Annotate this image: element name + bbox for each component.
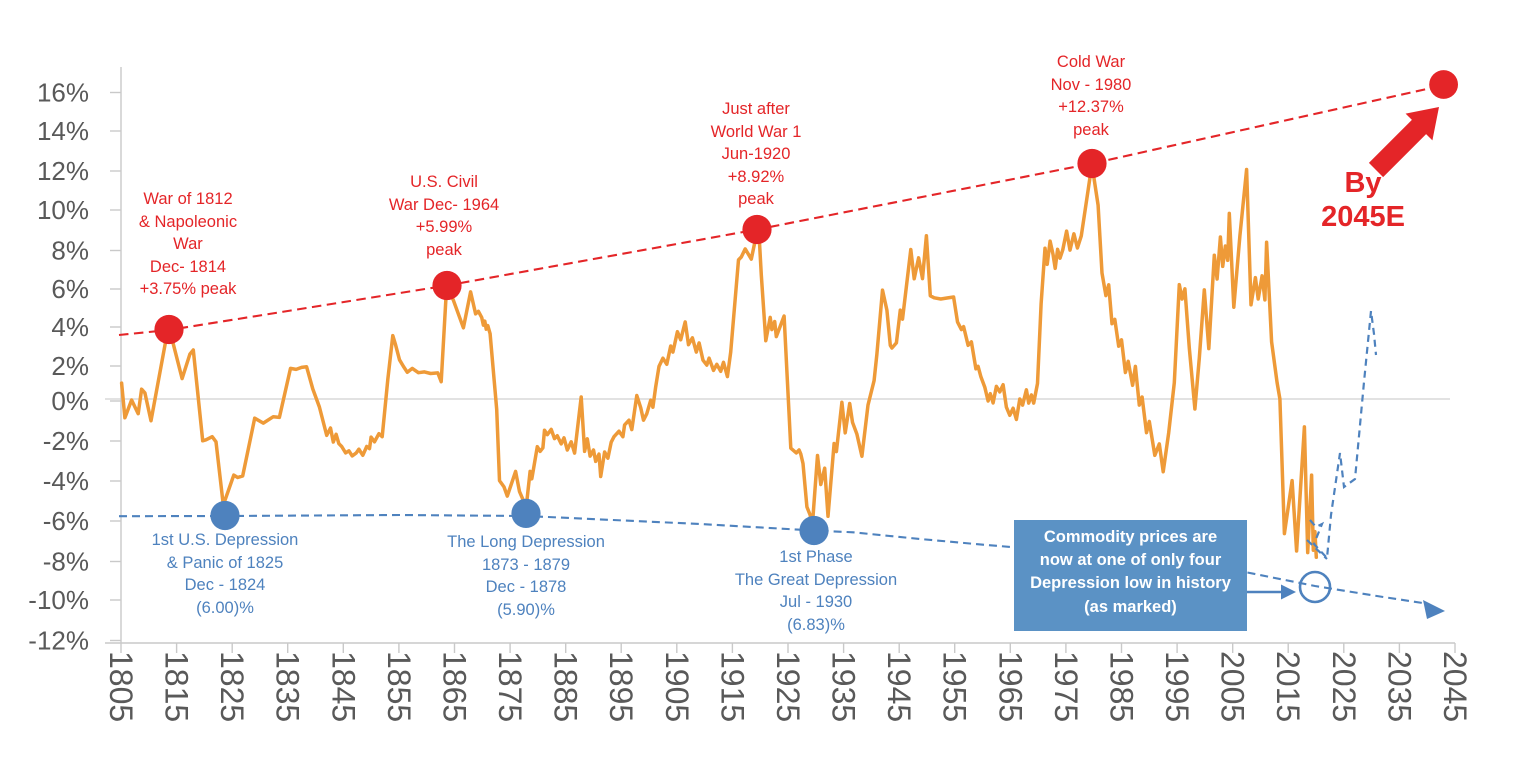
svg-text:1895: 1895 (603, 651, 639, 722)
svg-text:8%: 8% (51, 236, 89, 266)
svg-text:1885: 1885 (548, 651, 584, 722)
svg-text:1845: 1845 (325, 651, 361, 722)
svg-text:-10%: -10% (28, 585, 89, 615)
svg-text:1975: 1975 (1048, 651, 1084, 722)
svg-text:1915: 1915 (714, 651, 750, 722)
svg-text:-8%: -8% (43, 547, 89, 577)
svg-text:6%: 6% (51, 274, 89, 304)
svg-text:-2%: -2% (43, 426, 89, 456)
svg-text:4%: 4% (51, 312, 89, 342)
svg-text:1875: 1875 (492, 651, 528, 722)
svg-text:1805: 1805 (103, 651, 139, 722)
svg-text:-4%: -4% (43, 466, 89, 496)
svg-text:2%: 2% (51, 351, 89, 381)
svg-text:1955: 1955 (937, 651, 973, 722)
svg-text:16%: 16% (37, 78, 89, 108)
svg-text:1855: 1855 (381, 651, 417, 722)
svg-text:1865: 1865 (437, 651, 473, 722)
svg-text:1985: 1985 (1104, 651, 1140, 722)
svg-text:1835: 1835 (270, 651, 306, 722)
svg-text:10%: 10% (37, 195, 89, 225)
svg-text:1945: 1945 (881, 651, 917, 722)
svg-text:12%: 12% (37, 156, 89, 186)
svg-text:14%: 14% (37, 116, 89, 146)
svg-text:-12%: -12% (28, 626, 89, 656)
svg-text:2015: 2015 (1270, 651, 1306, 722)
svg-text:1925: 1925 (770, 651, 806, 722)
svg-text:1825: 1825 (214, 651, 250, 722)
svg-text:1815: 1815 (159, 651, 195, 722)
svg-text:2035: 2035 (1381, 651, 1417, 722)
svg-text:2045: 2045 (1437, 651, 1473, 722)
svg-text:1995: 1995 (1159, 651, 1195, 722)
svg-text:2005: 2005 (1215, 651, 1251, 722)
svg-text:1965: 1965 (992, 651, 1028, 722)
svg-text:1905: 1905 (659, 651, 695, 722)
svg-text:-6%: -6% (43, 506, 89, 536)
svg-text:2025: 2025 (1326, 651, 1362, 722)
svg-text:1935: 1935 (826, 651, 862, 722)
svg-text:0%: 0% (51, 386, 89, 416)
